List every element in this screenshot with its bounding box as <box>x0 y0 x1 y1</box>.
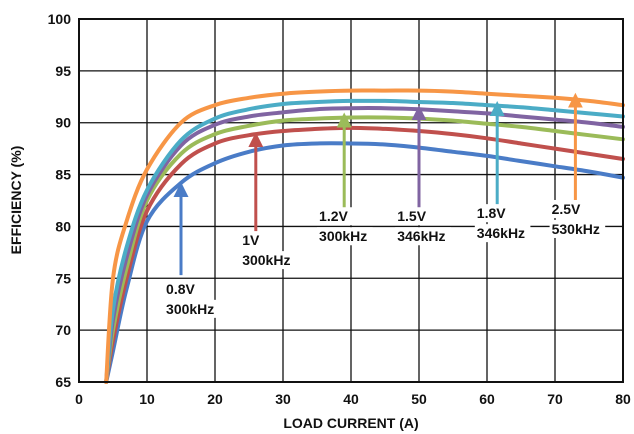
annotation-label-2: 1.2V 300kHz <box>317 207 373 246</box>
annotation-text-2-1: 300kHz <box>319 228 367 244</box>
x-tick-label-0: 0 <box>75 391 83 407</box>
x-tick-label-8: 80 <box>615 391 631 407</box>
annotation-label-bg-1-1 <box>240 251 296 270</box>
annotation-label-1: 1V 300kHz <box>240 231 296 270</box>
annotation-label-bg-2-1 <box>317 227 373 246</box>
annotation-label-bg-0-1 <box>164 299 220 318</box>
x-axis-label: LOAD CURRENT (A) <box>283 415 418 431</box>
annotation-label-bg-1-0 <box>240 231 262 250</box>
y-tick-label-1: 70 <box>55 322 71 338</box>
annotation-text-5-1: 530kHz <box>552 221 600 237</box>
annotation-label-bg-2-0 <box>317 207 356 226</box>
annotation-label-bg-3-0 <box>395 207 434 226</box>
series-line-1 <box>104 125 625 384</box>
annotation-text-2-0: 1.2V <box>319 208 348 224</box>
x-tick-label-3: 30 <box>275 391 291 407</box>
series-line-3 <box>104 106 625 384</box>
annotation-label-5: 2.5V 530kHz <box>549 199 606 238</box>
series-layer <box>104 88 625 384</box>
y-tick-label-3: 80 <box>55 218 71 234</box>
annotation-label-bg-5-0 <box>549 199 588 218</box>
y-axis-label: EFFICIENCY (%) <box>8 146 24 255</box>
annotation-label-4: 1.8V 346kHz <box>474 204 531 243</box>
annotation-layer: 0.8V300kHz1V300kHz1.2V300kHz1.5V346kHz1.… <box>164 92 606 318</box>
annotation-label-0: 0.8V 300kHz <box>164 279 220 318</box>
annotation-text-3-1: 346kHz <box>397 228 445 244</box>
annotation-label-bg-0-0 <box>164 279 203 298</box>
y-tick-labels: 65 70 75 80 85 90 95 100 <box>48 11 72 390</box>
y-tick-label-5: 90 <box>55 115 71 131</box>
annotation-text-1-1: 300kHz <box>242 252 290 268</box>
x-tick-label-7: 70 <box>547 391 563 407</box>
annotation-text-0-0: 0.8V <box>166 281 195 297</box>
y-tick-label-4: 85 <box>55 167 71 183</box>
annotation-label-bg-4-0 <box>474 204 514 223</box>
x-tick-label-6: 60 <box>479 391 495 407</box>
series-line-0 <box>104 141 625 384</box>
annotation-label-bg-3-1 <box>395 227 451 246</box>
series-line-4 <box>104 98 625 384</box>
annotation-text-1-0: 1V <box>242 232 260 248</box>
plot-frame <box>78 18 624 383</box>
annotation-label-bg-5-1 <box>549 219 606 238</box>
x-tick-label-2: 20 <box>207 391 223 407</box>
x-tick-label-1: 10 <box>139 391 155 407</box>
annotation-label-bg-4-1 <box>474 224 531 243</box>
x-tick-label-4: 40 <box>343 391 359 407</box>
annotation-label-3: 1.5V 346kHz <box>395 207 451 246</box>
y-tick-label-7: 100 <box>48 11 72 27</box>
x-tick-label-5: 50 <box>411 391 427 407</box>
annotation-text-4-0: 1.8V <box>477 205 506 221</box>
annotation-text-5-0: 2.5V <box>552 201 581 217</box>
annotation-text-3-0: 1.5V <box>397 208 426 224</box>
annotation-text-4-1: 346kHz <box>477 225 525 241</box>
y-tick-label-2: 75 <box>55 270 71 286</box>
y-tick-label-6: 95 <box>55 63 71 79</box>
y-tick-label-0: 65 <box>55 374 71 390</box>
annotation-text-0-1: 300kHz <box>166 301 214 317</box>
x-tick-labels: 0 10 20 30 40 50 60 70 80 <box>75 391 631 407</box>
series-line-5 <box>104 88 625 384</box>
